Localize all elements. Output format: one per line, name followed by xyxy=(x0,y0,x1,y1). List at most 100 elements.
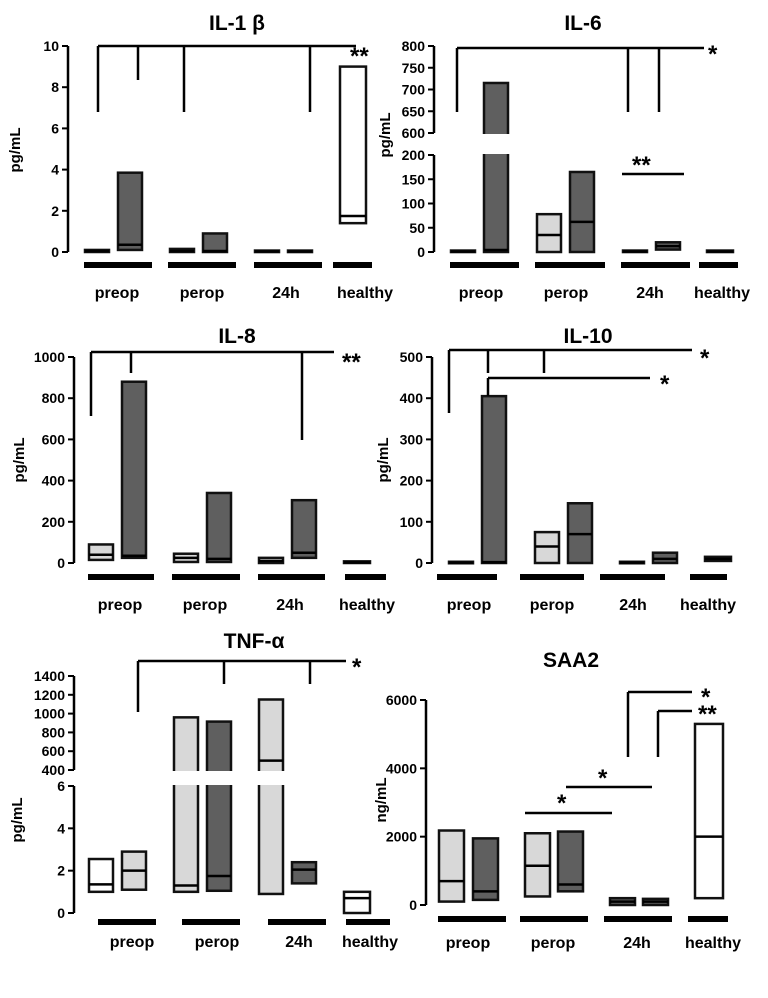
group-bar-healthy xyxy=(345,574,386,580)
y-axis-label: pg/mL xyxy=(377,113,394,158)
y-tick-label: 400 xyxy=(400,390,424,406)
group-bar-24h xyxy=(258,574,325,580)
group-bar-preop xyxy=(84,262,152,268)
y-tick-label: 400 xyxy=(42,762,66,778)
box-preop-dark xyxy=(116,171,144,252)
y-tick-label: 4000 xyxy=(386,760,417,776)
x-category-label: perop xyxy=(530,597,575,614)
chart-saa2: SAA2 ng/mL 0 2000 4000 6000 preop perop 24h healt… xyxy=(373,649,741,952)
group-bar-healthy xyxy=(690,574,727,580)
y-tick-label: 0 xyxy=(415,555,423,571)
group-bar-healthy xyxy=(346,919,390,925)
y-tick-label: 1200 xyxy=(34,687,65,703)
y-tick-label: 750 xyxy=(402,60,426,76)
chart-title: IL-8 xyxy=(218,325,256,348)
x-category-label: preop xyxy=(459,285,504,302)
group-bar-perop xyxy=(182,919,240,925)
x-category-label: perop xyxy=(195,934,240,951)
x-category-label: healthy xyxy=(339,597,395,614)
box-perop-dark xyxy=(205,491,233,564)
box-perop-light xyxy=(535,212,563,254)
x-category-label: 24h xyxy=(272,285,300,302)
x-category-label: healthy xyxy=(694,285,750,302)
y-tick-label: 10 xyxy=(43,38,59,54)
x-category-label: 24h xyxy=(623,935,651,952)
x-category-label: preop xyxy=(446,935,491,952)
x-category-label: preop xyxy=(95,285,140,302)
group-bar-perop xyxy=(168,262,236,268)
group-bar-preop xyxy=(98,919,156,925)
group-bar-24h xyxy=(604,916,672,922)
group-bar-24h xyxy=(600,574,665,580)
y-axis-label: pg/mL xyxy=(7,128,24,173)
y-tick-label: 150 xyxy=(402,171,426,187)
box-perop-dark xyxy=(568,170,596,254)
x-category-label: 24h xyxy=(276,597,304,614)
y-axis-label: pg/mL xyxy=(11,438,28,483)
axis-break-gap xyxy=(436,134,768,154)
y-tick-label: 600 xyxy=(402,125,426,141)
box-perop-light xyxy=(172,716,200,894)
group-bar-24h xyxy=(621,262,690,268)
y-tick-label: 50 xyxy=(409,220,425,236)
box-perop-dark xyxy=(201,232,229,254)
group-bar-preop xyxy=(88,574,154,580)
significance-star: * xyxy=(701,684,711,711)
significance-star: * xyxy=(660,371,670,398)
x-category-label: healthy xyxy=(685,935,741,952)
y-tick-label: 0 xyxy=(417,244,425,260)
y-tick-label: 500 xyxy=(400,349,424,365)
chart-title: IL-1 β xyxy=(209,12,265,35)
box-24h-light xyxy=(257,698,285,896)
box-24h-dark xyxy=(290,498,318,560)
group-bar-perop xyxy=(520,916,588,922)
y-tick-label: 800 xyxy=(402,38,426,54)
y-axis-label: pg/mL xyxy=(9,798,26,843)
x-category-label: preop xyxy=(447,597,492,614)
significance-star: ** xyxy=(632,152,651,179)
x-category-label: 24h xyxy=(636,285,664,302)
group-bar-24h xyxy=(268,919,326,925)
chart-il6: IL-6 pg/mL 600 650 700 750 800 0 50 100 150 200 preo… xyxy=(377,12,768,302)
y-tick-label: 800 xyxy=(42,390,66,406)
significance-star: * xyxy=(708,41,718,68)
box-perop-dark xyxy=(556,830,585,893)
y-tick-label: 200 xyxy=(402,147,426,163)
y-tick-label: 0 xyxy=(409,897,417,913)
x-category-label: preop xyxy=(98,597,143,614)
box-preop-dark xyxy=(480,394,508,565)
chart-title: SAA2 xyxy=(543,649,599,672)
y-tick-label: 100 xyxy=(402,196,426,212)
group-bar-preop xyxy=(450,262,519,268)
y-tick-label: 800 xyxy=(42,724,66,740)
box-24h-dark xyxy=(290,860,318,885)
significance-star: ** xyxy=(342,349,361,376)
box-healthy-white xyxy=(342,890,372,915)
box-preop-dark xyxy=(471,837,500,902)
y-tick-label: 4 xyxy=(51,162,59,178)
x-category-label: healthy xyxy=(337,285,393,302)
chart-title: IL-10 xyxy=(563,325,612,348)
x-category-label: healthy xyxy=(342,934,398,951)
box-preop-light xyxy=(437,829,466,903)
box-preop-dark xyxy=(120,380,148,560)
x-category-label: preop xyxy=(110,934,155,951)
significance-star: * xyxy=(557,790,567,817)
y-tick-label: 2000 xyxy=(386,829,417,845)
y-tick-label: 1000 xyxy=(34,349,65,365)
x-category-label: perop xyxy=(183,597,228,614)
y-tick-label: 300 xyxy=(400,431,424,447)
group-bar-healthy xyxy=(699,262,738,268)
y-tick-label: 0 xyxy=(57,555,65,571)
y-tick-label: 200 xyxy=(400,473,424,489)
y-tick-label: 650 xyxy=(402,103,426,119)
y-tick-label: 100 xyxy=(400,514,424,530)
y-tick-label: 2 xyxy=(57,863,65,879)
group-bar-healthy xyxy=(333,262,372,268)
y-tick-label: 6000 xyxy=(386,692,417,708)
chart-il1b: IL-1 β pg/mL 0 2 4 6 8 10 preop perop 24h healthy ** xyxy=(7,12,393,302)
axis-break-gap xyxy=(76,771,436,785)
significance-star: * xyxy=(700,345,710,372)
y-tick-label: 1000 xyxy=(34,706,65,722)
